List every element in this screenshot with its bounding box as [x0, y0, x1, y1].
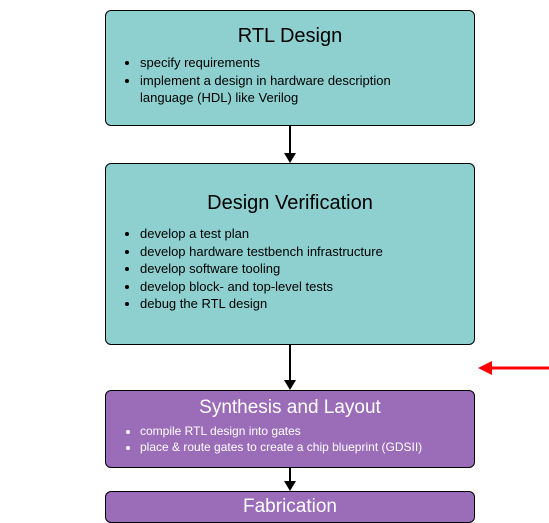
box-title: Synthesis and Layout — [106, 397, 474, 419]
bullet-item: specify requirements — [140, 54, 474, 72]
bullet-list: develop a test plan develop hardware tes… — [106, 225, 474, 313]
bullet-item: develop a test plan — [140, 225, 474, 243]
bullet-item: develop software tooling — [140, 260, 474, 278]
bullet-item: develop hardware testbench infrastructur… — [140, 243, 474, 261]
connector-arrow — [280, 345, 300, 390]
box-fabrication: Fabrication — [105, 491, 475, 523]
box-synthesis-layout: Synthesis and Layout compile RTL design … — [105, 390, 475, 468]
bullet-item: develop block- and top-level tests — [140, 278, 474, 296]
flow-diagram: RTL Design specify requirements implemen… — [0, 0, 549, 523]
connector-arrow — [280, 468, 300, 491]
bullet-list: compile RTL design into gates place & ro… — [106, 423, 474, 455]
bullet-list: specify requirements implement a design … — [106, 54, 474, 107]
box-title: Design Verification — [106, 192, 474, 215]
bullet-item: debug the RTL design — [140, 295, 474, 313]
box-title: Fabrication — [106, 496, 474, 518]
highlight-arrow — [478, 358, 549, 378]
bullet-item: implement a design in hardware descripti… — [140, 72, 474, 107]
bullet-item: place & route gates to create a chip blu… — [140, 439, 474, 455]
connector-arrow — [280, 126, 300, 163]
box-design-verification: Design Verification develop a test plan … — [105, 163, 475, 345]
bullet-item: compile RTL design into gates — [140, 423, 474, 439]
box-title: RTL Design — [106, 25, 474, 48]
box-rtl-design: RTL Design specify requirements implemen… — [105, 10, 475, 126]
